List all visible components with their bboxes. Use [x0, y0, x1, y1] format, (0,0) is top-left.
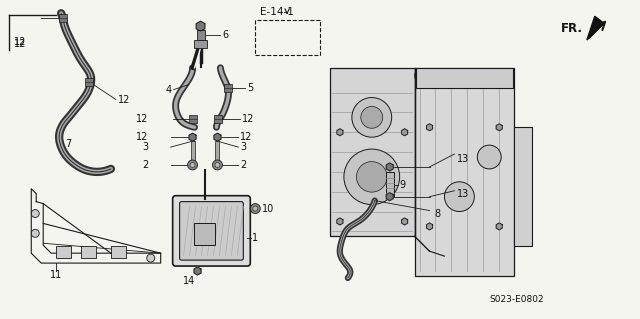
- Polygon shape: [402, 218, 408, 225]
- Text: 3: 3: [241, 142, 246, 152]
- Text: 4: 4: [166, 85, 172, 95]
- Text: 11: 11: [50, 270, 62, 280]
- Text: FR.: FR.: [561, 22, 583, 35]
- Bar: [330, 68, 415, 236]
- Bar: [111, 246, 126, 258]
- Polygon shape: [496, 124, 502, 131]
- Polygon shape: [387, 163, 393, 171]
- Text: 12: 12: [136, 114, 148, 124]
- Bar: [216, 141, 220, 161]
- Bar: [85, 78, 93, 85]
- Text: 1: 1: [252, 233, 259, 243]
- Polygon shape: [265, 32, 275, 44]
- Circle shape: [215, 162, 220, 167]
- Bar: [225, 84, 232, 92]
- Text: 5: 5: [247, 83, 253, 93]
- Circle shape: [31, 210, 39, 218]
- Circle shape: [361, 107, 383, 128]
- Text: 12: 12: [14, 37, 27, 47]
- FancyBboxPatch shape: [180, 202, 243, 260]
- Text: 7: 7: [65, 139, 72, 149]
- Bar: [193, 40, 207, 48]
- Text: 12: 12: [14, 39, 27, 49]
- Bar: [81, 246, 96, 258]
- Bar: [214, 115, 223, 123]
- Polygon shape: [196, 21, 205, 31]
- Polygon shape: [426, 223, 433, 230]
- Polygon shape: [214, 133, 221, 141]
- Polygon shape: [337, 218, 343, 225]
- Text: 12: 12: [243, 114, 255, 124]
- Polygon shape: [189, 133, 196, 141]
- Polygon shape: [194, 267, 201, 275]
- Circle shape: [444, 182, 474, 211]
- Text: S023-E0802: S023-E0802: [489, 295, 544, 304]
- Text: 2: 2: [241, 160, 246, 170]
- Text: 12: 12: [118, 94, 131, 105]
- Circle shape: [468, 69, 483, 83]
- Circle shape: [486, 69, 500, 83]
- Circle shape: [415, 69, 429, 83]
- Text: 9: 9: [399, 180, 406, 190]
- Text: 12: 12: [136, 132, 148, 142]
- Polygon shape: [426, 124, 433, 131]
- Bar: [56, 246, 71, 258]
- Circle shape: [253, 206, 258, 211]
- Circle shape: [433, 69, 447, 83]
- Circle shape: [31, 229, 39, 237]
- Circle shape: [356, 162, 387, 192]
- Text: 8: 8: [435, 209, 440, 219]
- Bar: [193, 223, 216, 245]
- Polygon shape: [496, 223, 502, 230]
- FancyBboxPatch shape: [173, 196, 250, 266]
- Polygon shape: [337, 129, 343, 136]
- Text: E-14-1: E-14-1: [260, 7, 294, 17]
- Circle shape: [250, 204, 260, 213]
- Text: 3: 3: [143, 142, 148, 152]
- Polygon shape: [387, 193, 393, 201]
- Bar: [415, 68, 514, 276]
- Circle shape: [212, 160, 223, 170]
- Text: 14: 14: [184, 276, 196, 286]
- Bar: [514, 127, 532, 246]
- Circle shape: [477, 145, 501, 169]
- Text: 12: 12: [241, 132, 253, 142]
- Bar: [415, 68, 513, 88]
- Text: 2: 2: [143, 160, 148, 170]
- Bar: [386, 172, 394, 197]
- Text: 13: 13: [458, 154, 470, 164]
- Polygon shape: [402, 129, 408, 136]
- Circle shape: [190, 162, 195, 167]
- Text: 13: 13: [458, 189, 470, 199]
- Bar: [196, 30, 205, 40]
- Circle shape: [188, 160, 198, 170]
- Circle shape: [352, 98, 392, 137]
- Bar: [59, 14, 67, 22]
- Bar: [191, 141, 195, 161]
- Circle shape: [344, 149, 399, 204]
- Circle shape: [147, 254, 155, 262]
- FancyBboxPatch shape: [255, 20, 320, 55]
- Text: 10: 10: [262, 204, 275, 213]
- Circle shape: [451, 69, 465, 83]
- Text: 6: 6: [223, 30, 228, 40]
- Polygon shape: [587, 16, 604, 40]
- Bar: [189, 115, 196, 123]
